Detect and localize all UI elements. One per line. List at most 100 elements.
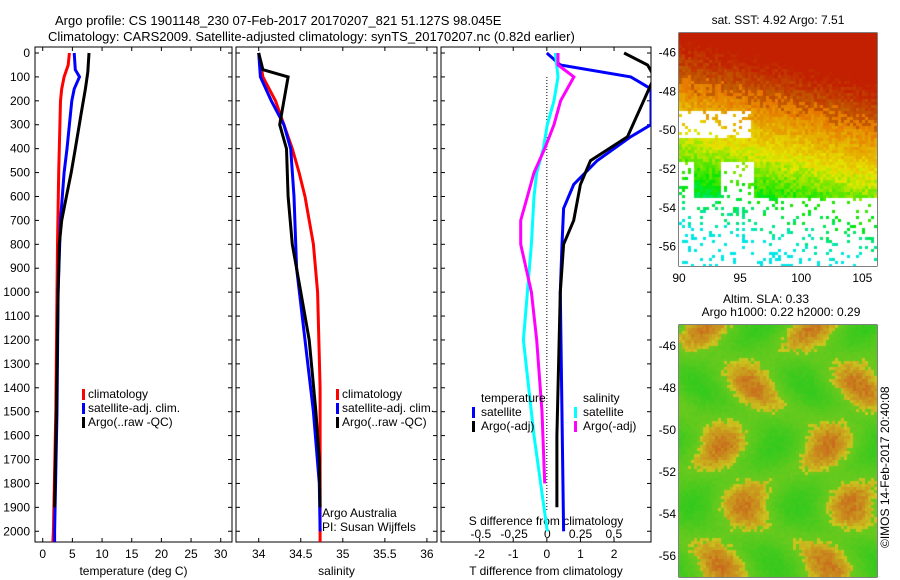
legend-label: Argo(..raw -QC) [342, 415, 427, 429]
legend-swatch [336, 389, 339, 400]
x-tick-label: 30 [214, 547, 228, 561]
s-tick-label: -0.25 [500, 527, 528, 541]
x-tick-label: 25 [184, 547, 198, 561]
y-tick-label: 700 [10, 213, 30, 227]
x-axis-label: temperature (deg C) [79, 564, 187, 578]
x-tick-label: 1 [577, 547, 584, 561]
legend-label: satellite [583, 405, 624, 419]
x-tick-label: 15 [125, 547, 139, 561]
series-line-s-satellite [521, 52, 560, 532]
legend-title: salinity [583, 391, 620, 405]
x-tick-label: 35.5 [373, 547, 397, 561]
legend-label: satellite-adj. clim. [342, 401, 434, 415]
annotation: PI: Susan Wijffels [322, 520, 416, 534]
legend-swatch [82, 403, 85, 414]
y-tick-label: -52 [659, 465, 677, 479]
series-line-t-satellite [545, 51, 651, 532]
legend-label: Argo(-adj) [481, 419, 534, 433]
y-tick-label: 1100 [4, 309, 30, 323]
series-line-climatology [257, 52, 322, 542]
legend-swatch [336, 403, 339, 414]
y-tick-label: 1300 [3, 357, 30, 371]
y-tick-label: -52 [659, 162, 677, 176]
x-tick-label: -1 [508, 547, 519, 561]
legend-swatch [336, 417, 339, 428]
title-line2: Climatology: CARS2009. Satellite-adjuste… [48, 29, 575, 44]
s-tick-label: 0.5 [605, 527, 622, 541]
y-tick-label: 100 [10, 70, 30, 84]
title-line1: Argo profile: CS 1901148_230 07-Feb-2017… [55, 13, 502, 28]
legend-swatch [472, 407, 475, 418]
x-tick-label: 0 [39, 547, 46, 561]
legend-swatch [574, 407, 577, 418]
y-tick-label: 2000 [3, 524, 30, 538]
x-tick-label: 5 [69, 547, 76, 561]
plot-frame-0 [34, 46, 233, 543]
y-tick-label: -50 [659, 123, 677, 137]
y-tick-label: 0 [23, 46, 30, 60]
y-tick-label: 1000 [3, 285, 30, 299]
x-tick-label: 20 [155, 547, 169, 561]
s-tick-label: 0.25 [569, 527, 593, 541]
x-tick-label: 34 [252, 547, 266, 561]
sst-map [679, 33, 877, 266]
credit-label: ©IMOS 14-Feb-2017 20:40:08 [878, 386, 892, 548]
y-tick-label: 1200 [3, 333, 30, 347]
legend-swatch [472, 421, 475, 432]
sla-map [679, 325, 877, 577]
y-tick-label: 200 [10, 94, 30, 108]
y-tick-label: -46 [659, 45, 677, 59]
x-tick-label: 36 [420, 547, 434, 561]
sst-map-title: sat. SST: 4.92 Argo: 7.51 [712, 13, 845, 27]
y-tick-label: 1800 [3, 476, 30, 490]
x-tick-label: -2 [474, 547, 485, 561]
legend-label: Argo(..raw -QC) [88, 415, 173, 429]
x-axis-label: salinity [318, 564, 355, 578]
legend-label: Argo(-adj) [583, 419, 636, 433]
y-tick-label: -54 [659, 201, 677, 215]
y-tick-label: -48 [659, 84, 677, 98]
y-tick-label: 1600 [3, 429, 30, 443]
series-line-s-argo-adj- [519, 53, 576, 484]
plot-frame-1 [235, 46, 438, 543]
x-tick-label: 100 [791, 271, 811, 285]
y-tick-label: 1400 [3, 381, 30, 395]
y-tick-label: 800 [10, 237, 30, 251]
legend-label: satellite [481, 405, 522, 419]
sla-map-subtitle: Argo h1000: 0.22 h2000: 0.29 [702, 305, 861, 319]
sla-map-title: Altim. SLA: 0.33 [723, 292, 809, 306]
series-line-satellite-adj-clim- [257, 52, 322, 532]
legend-swatch [82, 389, 85, 400]
series-line-t-argo-adj- [555, 51, 651, 508]
legend-swatch [82, 417, 85, 428]
x-tick-label: 105 [852, 271, 872, 285]
y-tick-label: -50 [659, 423, 677, 437]
series-line-argo-raw-qc- [53, 52, 91, 508]
s-tick-label: -0.5 [471, 527, 492, 541]
x-tick-label: 10 [95, 547, 109, 561]
x-tick-label: 95 [733, 271, 747, 285]
y-tick-label: -54 [659, 507, 677, 521]
x-tick-label: 2 [611, 547, 618, 561]
y-tick-label: 1900 [3, 500, 30, 514]
y-tick-label: -48 [659, 381, 677, 395]
y-tick-label: 1500 [3, 405, 30, 419]
x-tick-label: 0 [543, 547, 550, 561]
s-tick-label: 0 [544, 527, 551, 541]
y-tick-label: 300 [10, 118, 30, 132]
annotation: Argo Australia [322, 506, 397, 520]
y-tick-label: -56 [659, 240, 677, 254]
legend-title: temperature [481, 391, 546, 405]
legend-swatch [574, 421, 577, 432]
y-tick-label: -56 [659, 549, 677, 563]
series-line-argo-raw-qc- [257, 52, 322, 508]
plot-frame-2 [440, 46, 652, 543]
legend-label: climatology [88, 387, 148, 401]
x-tick-label: 34.5 [289, 547, 313, 561]
y-tick-label: 500 [10, 166, 30, 180]
x-tick-label: 90 [672, 271, 686, 285]
y-tick-label: 1700 [3, 453, 30, 467]
x-axis-label: T difference from climatology [469, 564, 623, 578]
